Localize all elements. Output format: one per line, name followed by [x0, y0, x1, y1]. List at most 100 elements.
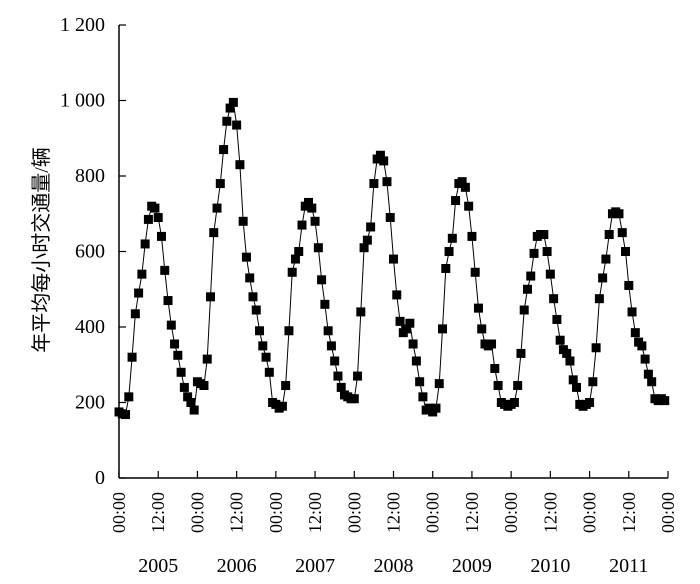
- series-markers: [114, 97, 670, 420]
- data-point: [284, 326, 294, 336]
- year-label: 2006: [217, 555, 257, 577]
- y-tick-label: 600: [75, 241, 105, 263]
- data-point: [470, 267, 480, 277]
- data-point: [160, 265, 170, 275]
- data-point: [310, 216, 320, 226]
- data-point: [124, 392, 134, 402]
- y-ticks: 0 200 400 600 800 1 000 1 200: [60, 14, 126, 489]
- data-point: [522, 284, 532, 294]
- x-tick-label: 00:00: [344, 492, 364, 533]
- x-tick-label: 00:00: [266, 492, 286, 533]
- data-point: [598, 273, 608, 283]
- y-tick-label: 1 200: [60, 14, 105, 36]
- data-point: [487, 339, 497, 349]
- data-point: [121, 410, 131, 420]
- data-point: [353, 371, 363, 381]
- data-point: [375, 150, 385, 160]
- data-point: [235, 160, 245, 170]
- data-point: [127, 352, 137, 362]
- data-point: [568, 375, 578, 385]
- y-tick-label: 400: [75, 316, 105, 338]
- year-label: 2005: [138, 555, 178, 577]
- year-label: 2011: [609, 555, 648, 577]
- data-point: [549, 294, 559, 304]
- data-point: [526, 271, 536, 281]
- year-label: 2007: [295, 555, 335, 577]
- data-point: [467, 231, 477, 241]
- plot-area: [114, 97, 670, 420]
- data-point: [614, 209, 624, 219]
- data-point: [297, 220, 307, 230]
- data-point: [225, 103, 235, 113]
- data-point: [539, 230, 549, 240]
- data-point: [258, 341, 268, 351]
- data-point: [241, 252, 251, 262]
- x-tick-label: 00:00: [187, 492, 207, 533]
- data-point: [513, 381, 523, 391]
- data-point: [264, 367, 274, 377]
- data-point: [222, 116, 232, 126]
- y-axis-label: 年平均每小时交通量/辆: [30, 147, 53, 353]
- year-label: 2010: [530, 555, 570, 577]
- data-point: [261, 352, 271, 362]
- data-point: [617, 228, 627, 238]
- data-point: [228, 97, 238, 107]
- x-tick-label: 12:00: [619, 492, 639, 533]
- data-point: [451, 196, 461, 206]
- data-point: [473, 303, 483, 313]
- data-point: [627, 307, 637, 317]
- data-point: [209, 228, 219, 238]
- x-tick-label: 12:00: [540, 492, 560, 533]
- data-point: [382, 177, 392, 187]
- x-tick-label: 00:00: [580, 492, 600, 533]
- data-point: [529, 248, 539, 258]
- data-point: [294, 247, 304, 256]
- data-point: [137, 269, 147, 279]
- data-point: [516, 348, 526, 358]
- data-point: [173, 350, 183, 360]
- data-point: [330, 356, 340, 366]
- data-point: [447, 233, 457, 243]
- data-point: [248, 292, 258, 302]
- year-labels: 2005 2006 2007 2008 2009 2010 2011: [138, 555, 648, 577]
- data-point: [588, 377, 598, 387]
- data-point: [369, 179, 379, 189]
- data-point: [212, 203, 222, 213]
- data-point: [313, 243, 323, 253]
- data-point: [601, 254, 611, 264]
- data-point: [640, 354, 650, 364]
- data-point: [333, 371, 343, 381]
- x-tick-label: 12:00: [384, 492, 404, 533]
- data-point: [281, 381, 291, 391]
- data-point: [320, 299, 330, 309]
- data-point: [545, 269, 555, 279]
- data-point: [630, 328, 640, 338]
- x-tick-label: 12:00: [462, 492, 482, 533]
- data-point: [385, 213, 395, 223]
- x-ticks: 00:00 12:00 00:00 12:00 00:00 12:00 00:00 12:00…: [109, 471, 678, 533]
- data-point: [166, 320, 176, 330]
- data-point: [411, 356, 421, 366]
- data-point: [359, 243, 369, 253]
- data-point: [509, 398, 519, 407]
- data-point: [591, 343, 601, 353]
- x-tick-label: 12:00: [305, 492, 325, 533]
- data-point: [519, 305, 529, 315]
- year-label: 2008: [374, 555, 414, 577]
- data-point: [356, 307, 366, 317]
- x-tick-label: 00:00: [658, 492, 678, 533]
- data-point: [555, 335, 565, 345]
- data-point: [163, 296, 173, 306]
- data-point: [156, 231, 166, 241]
- data-point: [362, 235, 372, 245]
- data-point: [176, 367, 186, 377]
- x-tick-label: 00:00: [423, 492, 443, 533]
- data-point: [457, 177, 467, 187]
- data-point: [562, 348, 572, 358]
- y-tick-label: 1 000: [60, 90, 105, 112]
- data-point: [186, 398, 196, 407]
- data-point: [647, 377, 657, 387]
- data-point: [594, 294, 604, 304]
- data-point: [542, 247, 552, 256]
